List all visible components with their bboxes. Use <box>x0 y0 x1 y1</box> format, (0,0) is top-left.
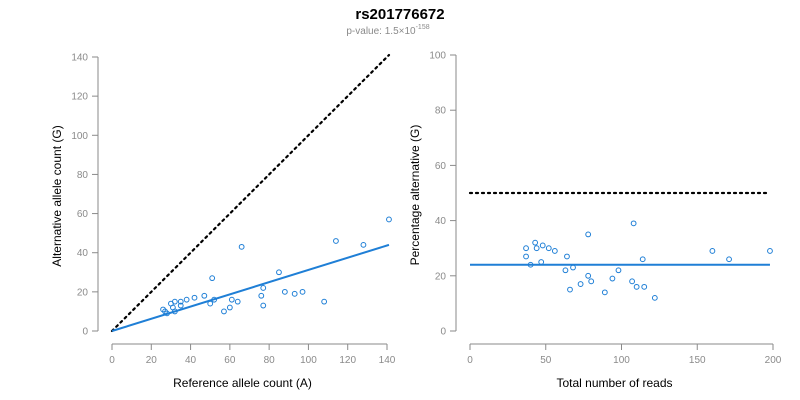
panel2-data-point <box>538 259 545 265</box>
panel2-data-point <box>630 220 637 227</box>
panel1-x-tick-label: 100 <box>300 355 317 366</box>
panel1-data-point <box>228 296 235 303</box>
panel1-data-point <box>299 288 306 295</box>
panel2-x-tick-label: 0 <box>467 355 473 366</box>
panel2-data-point <box>609 275 616 282</box>
panel2-y-axis-label: Percentage alternative (G) <box>408 125 422 266</box>
panel2-data-point <box>539 242 546 249</box>
panel2-data-point <box>629 278 636 285</box>
panel1-data-point <box>291 290 298 297</box>
panel1-data-point <box>276 269 282 276</box>
panel1-y-tick-label: 120 <box>71 92 88 103</box>
panel2-data-point <box>562 267 569 274</box>
panel2-data-point <box>577 281 584 287</box>
chart-subtitle: p-value: 1.5×10-158 <box>346 24 429 37</box>
panel1-x-axis-label: Reference allele count (A) <box>173 376 312 390</box>
panel1-y-tick-label: 60 <box>77 209 89 220</box>
panel1-fit-line <box>111 243 390 332</box>
panel2-data-point <box>709 248 716 254</box>
panel2-data-point <box>567 286 573 293</box>
panel2-data-point <box>533 245 540 252</box>
panel1-data-point <box>171 298 178 305</box>
panel2-data-point <box>570 264 576 271</box>
panel1-x-tick-label: 20 <box>146 355 158 366</box>
panel1-data-point <box>258 292 265 299</box>
allele-count-scatter-panel: 0 20 40 60 80 100 120 140 0 20 40 60 80 100 120 140 Refe… <box>50 53 396 391</box>
panel2-data-point <box>767 248 773 254</box>
panel2-x-tick-label: 200 <box>765 355 782 366</box>
panel2-data-point <box>641 283 648 290</box>
panel1-y-tick-label: 140 <box>71 53 88 64</box>
panel1-data-point <box>164 310 170 317</box>
panel1-data-point <box>183 296 190 303</box>
panel2-data-point <box>651 294 658 301</box>
panel2-data-point <box>726 256 732 263</box>
panel1-data-point <box>321 298 328 305</box>
panel1-x-tick-label: 140 <box>379 355 396 366</box>
panel2-data-point <box>585 272 592 279</box>
panel1-y-tick-label: 0 <box>82 327 88 338</box>
panel1-x-tick-label: 80 <box>264 355 276 366</box>
panel1-data-point <box>177 302 184 309</box>
panel1-data-point <box>260 302 267 309</box>
panel2-data-point <box>523 245 529 252</box>
panel2-data-point <box>523 253 529 260</box>
panel1-x-tick-label: 60 <box>224 355 236 366</box>
panel1-data-point <box>221 308 227 315</box>
panel2-data-point <box>588 278 595 285</box>
percentage-scatter-panel: 0 50 100 150 200 0 20 40 60 80 100 Total number of … <box>408 51 782 391</box>
panel1-data-point <box>226 304 233 311</box>
panel1-y-axis-label: Alternative allele count (G) <box>50 125 64 266</box>
panel2-data-point <box>633 283 640 290</box>
panel1-y-tick-label: 20 <box>77 287 89 298</box>
subtitle-prefix: p-value: 1.5×10 <box>346 26 416 37</box>
subtitle-exponent: -158 <box>416 24 430 31</box>
panel1-x-tick-label: 40 <box>185 355 197 366</box>
panel2-x-tick-label: 50 <box>540 355 552 366</box>
panel1-data-point <box>260 285 267 291</box>
panel1-data-point <box>171 308 178 315</box>
panel2-data-point <box>601 289 608 296</box>
panel2-y-tick-label: 20 <box>435 271 447 282</box>
panel2-data-point <box>545 245 552 252</box>
panel1-y-tick-label: 80 <box>77 170 89 181</box>
panel1-data-point <box>177 298 184 305</box>
panel2-y-tick-label: 0 <box>440 327 446 338</box>
panel1-y-tick-label: 40 <box>77 248 89 259</box>
panel1-data-point <box>333 238 339 244</box>
panel2-data-point <box>527 261 534 268</box>
panel1-data-point <box>386 216 392 223</box>
panel2-y-tick-label: 60 <box>435 161 447 172</box>
panel1-data-point <box>238 243 245 250</box>
panel1-x-tick-label: 120 <box>339 355 356 366</box>
panel1-data-point <box>201 292 208 299</box>
panel2-x-tick-label: 150 <box>689 355 706 366</box>
panel1-data-point <box>209 275 216 282</box>
panel1-y-tick-label: 100 <box>71 131 88 142</box>
panel1-data-point <box>211 296 218 303</box>
panel2-x-axis-label: Total number of reads <box>556 376 672 390</box>
panel1-data-point <box>207 300 214 307</box>
panel1-data-point <box>281 288 288 295</box>
chart-title: rs201776672 <box>355 6 444 23</box>
panel1-data-point <box>360 241 367 248</box>
panel2-data-point <box>532 239 539 246</box>
panel2-x-tick-label: 100 <box>613 355 630 366</box>
panel2-data-point <box>585 231 592 238</box>
panel1-x-tick-label: 0 <box>109 355 115 366</box>
panel1-reference-dotted-line <box>110 53 391 333</box>
panel2-data-point <box>639 256 646 263</box>
panel2-data-point <box>564 253 570 260</box>
panel1-data-point <box>234 298 241 305</box>
panel2-y-tick-label: 80 <box>435 106 447 117</box>
panel1-data-point <box>191 294 198 301</box>
panel2-y-tick-label: 40 <box>435 216 447 227</box>
panel2-data-point <box>551 248 558 254</box>
panel2-data-point <box>615 267 622 274</box>
panel2-y-tick-label: 100 <box>429 51 446 62</box>
